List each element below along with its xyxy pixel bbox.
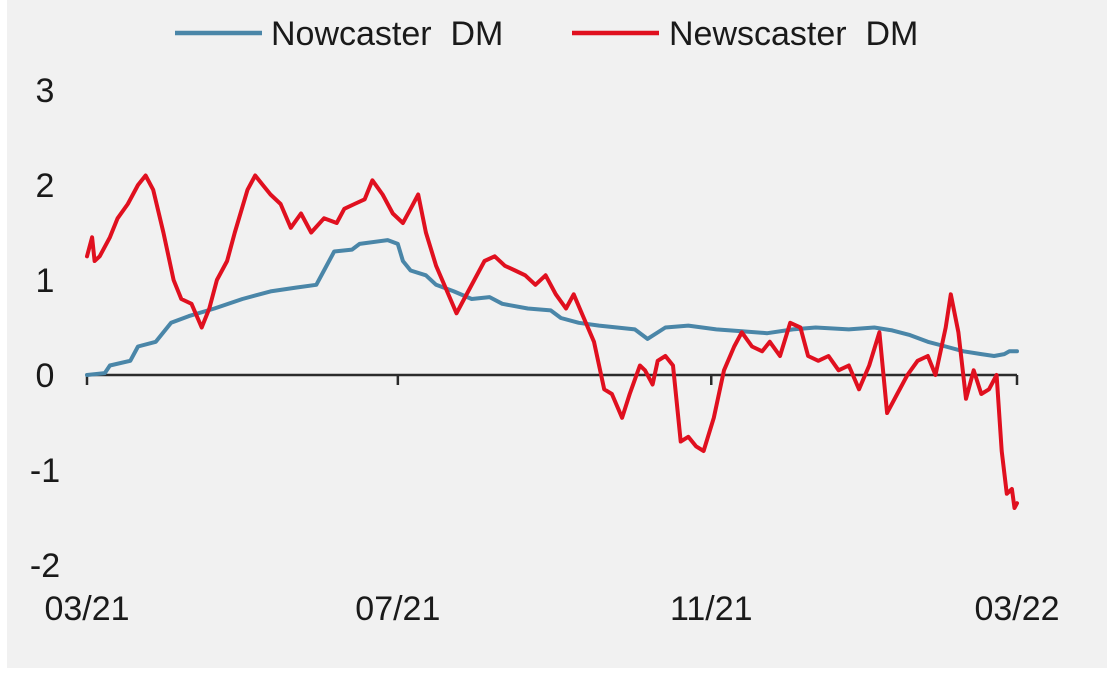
- legend-label-nowcaster-dm: Nowcaster DM: [271, 15, 503, 53]
- y-tick-label: -1: [30, 452, 60, 490]
- x-tick-label: 03/21: [44, 590, 129, 628]
- x-tick-label: 03/22: [974, 590, 1059, 628]
- line-chart: Nowcaster DM Newscaster DM 3 2 1 0 -1 -2 03/21…: [30, 15, 1060, 628]
- legend: Nowcaster DM Newscaster DM: [175, 15, 918, 53]
- x-tick-label: 11/21: [670, 590, 753, 628]
- y-axis-ticks: 3 2 1 0 -1 -2: [30, 72, 60, 585]
- series-line-nowcaster-dm: [85, 238, 1019, 377]
- y-tick-label: 3: [36, 72, 55, 110]
- y-tick-label: 0: [36, 357, 55, 395]
- y-tick-label: 2: [36, 167, 55, 205]
- legend-label-newscaster-dm: Newscaster DM: [669, 15, 918, 53]
- chart-frame: Nowcaster DM Newscaster DM 3 2 1 0 -1 -2 03/21…: [7, 0, 1107, 668]
- y-tick-label: -2: [30, 547, 60, 585]
- series-lines: [85, 173, 1019, 510]
- series-line-newscaster-dm: [85, 173, 1019, 510]
- y-tick-label: 1: [36, 262, 55, 300]
- x-axis-ticks: 03/21 07/21 11/21 03/22: [44, 375, 1060, 628]
- x-tick-label: 07/21: [355, 590, 440, 628]
